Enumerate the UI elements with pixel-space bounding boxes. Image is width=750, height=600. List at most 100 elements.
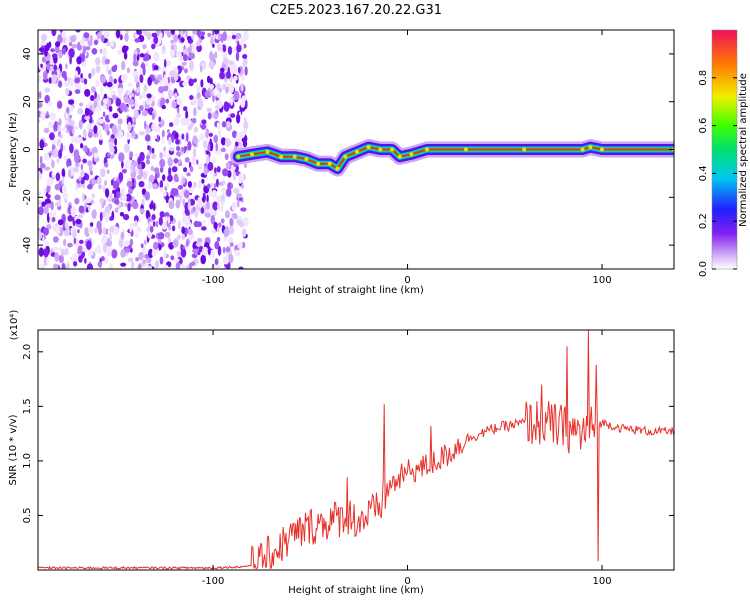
noise-speckle [138,131,146,136]
noise-speckle [74,77,80,84]
noise-speckle [142,44,147,50]
noise-speckle [139,74,144,83]
noise-speckle [134,74,139,83]
noise-speckle [111,124,118,135]
noise-speckle [112,180,120,190]
noise-speckle [143,57,148,62]
noise-speckle [225,162,231,169]
y-tick-label: 0.5 [22,508,33,524]
noise-speckle [224,153,229,161]
noise-speckle [206,75,211,84]
noise-speckle [79,239,84,244]
noise-speckle [138,180,145,188]
noise-speckle [43,205,49,215]
noise-speckle [240,207,247,212]
noise-speckle [164,231,171,238]
noise-speckle [233,90,240,101]
noise-speckle [140,243,144,248]
noise-speckle [114,137,117,146]
noise-speckle [102,98,109,104]
noise-speckle [167,90,174,98]
noise-speckle [189,166,194,173]
noise-speckle [72,166,79,173]
noise-speckle [225,188,232,197]
noise-speckle [85,197,92,204]
noise-speckle [111,94,117,101]
noise-speckle [146,32,152,41]
noise-speckle [118,172,124,182]
noise-speckle [238,266,244,269]
noise-speckle [163,58,167,69]
noise-speckle [189,95,194,100]
noise-speckle [214,172,218,177]
noise-speckle [121,160,124,169]
noise-speckle [130,164,134,174]
noise-speckle [217,225,220,233]
noise-speckle [175,262,181,269]
noise-speckle [123,143,130,153]
noise-speckle [94,228,98,234]
noise-speckle [97,118,104,124]
noise-speckle [173,33,178,43]
noise-speckle [151,153,157,159]
noise-speckle [210,182,214,188]
noise-speckle [136,87,141,94]
noise-speckle [120,262,127,267]
noise-speckle [106,169,110,174]
noise-speckle [100,168,106,178]
noise-speckle [39,163,46,169]
noise-speckle [100,87,104,95]
noise-speckle [72,229,77,239]
noise-speckle [244,57,248,66]
noise-speckle [237,215,242,221]
noise-speckle [38,74,42,83]
noise-speckle [155,220,159,228]
noise-speckle [196,44,203,53]
noise-speckle [235,141,239,147]
noise-speckle [202,246,209,256]
noise-speckle [57,219,64,226]
noise-speckle [215,142,218,152]
snr-x-axis: -100 0 100 [202,330,612,587]
noise-speckle [88,72,92,79]
noise-speckle [192,147,197,158]
noise-speckle [117,49,123,55]
noise-speckle [195,211,198,218]
track-point [236,154,241,159]
noise-speckle [88,114,93,124]
noise-speckle [203,167,208,176]
noise-speckle [129,151,134,158]
signal-track [230,139,674,177]
noise-speckle [48,77,52,84]
noise-speckle [118,237,124,248]
noise-speckle [50,201,54,211]
noise-speckle [221,121,227,128]
noise-speckle [103,236,108,243]
noise-speckle [138,263,142,269]
noise-speckle [58,254,64,264]
noise-speckle [173,257,180,263]
noise-speckle [225,82,231,88]
noise-speckle [183,133,187,143]
noise-speckle [162,174,166,182]
noise-speckle [216,195,222,204]
noise-speckle [200,65,203,73]
noise-speckle [42,235,45,244]
y-tick-label: -40 [22,237,33,253]
noise-speckle [158,216,163,226]
noise-speckle [61,70,67,79]
noise-speckle [210,229,217,234]
noise-speckle [214,167,217,174]
noise-speckle [61,184,67,195]
noise-speckle [196,159,199,165]
noise-speckle [184,68,188,74]
noise-speckle [56,100,63,110]
y-tick-label: 0 [22,146,33,152]
noise-speckle [51,74,58,84]
noise-speckle [225,246,231,253]
noise-speckle [241,74,245,82]
noise-speckle [197,30,201,38]
noise-speckle [231,31,235,36]
noise-speckle [89,222,94,227]
noise-speckle [241,95,247,102]
